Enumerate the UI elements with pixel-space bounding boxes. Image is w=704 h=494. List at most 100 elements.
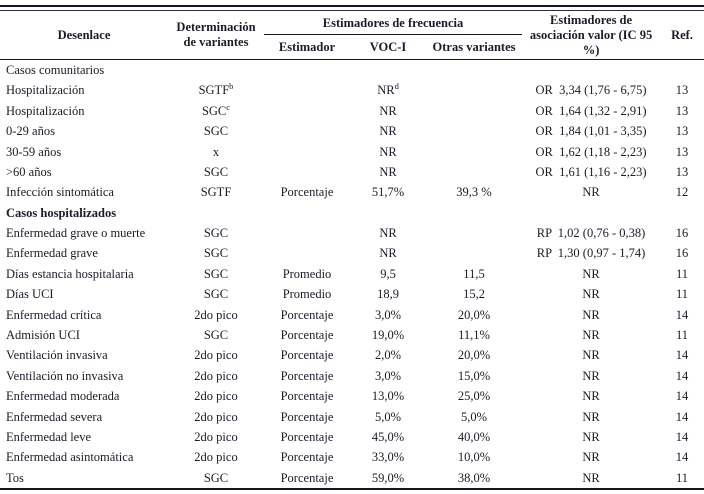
- cell-asociacion: OR 1,62 (1,18 - 2,23): [535, 144, 647, 159]
- cell-asociacion: OR 1,61 (1,16 - 2,23): [535, 164, 647, 179]
- cell-estimador: Promedio: [282, 287, 332, 302]
- cell-otras-variantes: [426, 121, 522, 141]
- cell-ref: 13: [675, 144, 689, 159]
- cell-voc-i: NR: [379, 164, 397, 179]
- cell-estimador: [264, 223, 350, 243]
- cell-estimador: [264, 121, 350, 141]
- cell-estimador: Porcentaje: [280, 450, 334, 465]
- cell-ref: 14: [675, 348, 689, 363]
- section-row: Casos comunitarios: [0, 60, 704, 81]
- cell-voc-i: NRd: [377, 81, 399, 98]
- cell-asociacion: NR: [582, 348, 600, 363]
- cell-asociacion: OR 1,84 (1,01 - 3,35): [535, 124, 647, 139]
- cell-estimador: Porcentaje: [280, 389, 334, 404]
- header-row-2: Estimador VOC-I Otras variantes: [0, 34, 704, 59]
- cell-asociacion: NR: [582, 450, 600, 465]
- cell-otras-variantes: 40,0%: [457, 429, 491, 444]
- cell-desenlace: Hospitalización: [6, 83, 85, 98]
- cell-determinacion: SGC: [203, 164, 229, 179]
- cell-determinacion: SGC: [203, 287, 229, 302]
- cell-ref: 14: [675, 450, 689, 465]
- cell-ref: 13: [675, 164, 689, 179]
- cell-desenlace: Enfermedad moderada: [6, 389, 120, 404]
- table-row: Días UCI SGC Promedio 18,9 15,2 NR 11: [0, 285, 704, 305]
- cell-determinacion: 2do pico: [194, 429, 238, 444]
- cell-determinacion: x: [212, 144, 220, 159]
- cell-desenlace: Enfermedad leve: [6, 429, 92, 444]
- cell-ref: 12: [675, 185, 689, 200]
- cell-ref: 11: [676, 287, 689, 302]
- cell-otras-variantes: [426, 162, 522, 182]
- cell-voc-i: 51,7%: [371, 185, 405, 200]
- cell-ref: 13: [675, 124, 689, 139]
- cell-estimador: Porcentaje: [280, 307, 334, 322]
- cell-estimador: Porcentaje: [280, 368, 334, 383]
- table-row: Hospitalización SGTFb NRd OR 3,34 (1,76 - 6…: [0, 81, 704, 101]
- cell-otras-variantes: [426, 81, 522, 101]
- cell-voc-i: 19,0%: [371, 328, 405, 343]
- cell-voc-i: 2,0%: [374, 348, 402, 363]
- cell-asociacion: NR: [582, 287, 600, 302]
- col-header-determinacion: Determinación de variantes: [176, 20, 256, 50]
- cell-determinacion: 2do pico: [194, 389, 238, 404]
- cell-otras-variantes: [426, 101, 522, 121]
- cell-otras-variantes: 20,0%: [457, 307, 491, 322]
- cell-ref: 14: [675, 307, 689, 322]
- cell-voc-i: NR: [379, 124, 397, 139]
- cell-ref: 14: [675, 368, 689, 383]
- cell-asociacion: NR: [582, 307, 600, 322]
- cell-determinacion: SGC: [203, 266, 229, 281]
- cell-ref: 13: [675, 83, 689, 98]
- section-label: Casos hospitalizados: [6, 205, 117, 220]
- table-header: Desenlace Determinación de variantes Est…: [0, 11, 704, 60]
- table-top-rule: [0, 5, 704, 11]
- cell-ref: 16: [675, 226, 689, 241]
- cell-voc-i: 45,0%: [371, 429, 405, 444]
- table-row: Ventilación invasiva 2do pico Porcentaje 2,…: [0, 346, 704, 366]
- col-header-ref: Ref.: [671, 27, 693, 42]
- cell-otras-variantes: 15,2: [463, 287, 485, 302]
- table-row: Enfermedad leve 2do pico Porcentaje 45,0% 40…: [0, 427, 704, 447]
- cell-determinacion: SGC: [203, 470, 229, 485]
- cell-voc-i: NR: [379, 226, 397, 241]
- col-header-estimador: Estimador: [278, 39, 336, 54]
- cell-estimador: [264, 81, 350, 101]
- table-row: Días estancia hospitalaria SGC Promedio 9,5…: [0, 264, 704, 284]
- cell-voc-i: NR: [379, 144, 397, 159]
- cell-otras-variantes: 11,5: [463, 266, 485, 281]
- cell-desenlace: Enfermedad severa: [6, 409, 103, 424]
- cell-desenlace: 30-59 años: [6, 144, 62, 159]
- cell-determinacion: 2do pico: [194, 450, 238, 465]
- cell-otras-variantes: 5,0%: [460, 409, 488, 424]
- cell-determinacion: 2do pico: [194, 348, 238, 363]
- cell-otras-variantes: [426, 244, 522, 264]
- results-table: Desenlace Determinación de variantes Est…: [0, 11, 704, 491]
- col-group-estimadores-frecuencia: Estimadores de frecuencia: [264, 11, 523, 35]
- cell-ref: 11: [676, 266, 689, 281]
- header-row-1: Desenlace Determinación de variantes Est…: [0, 11, 704, 57]
- cell-asociacion: NR: [582, 409, 600, 424]
- table-row: Enfermedad moderada 2do pico Porcentaje 13,…: [0, 387, 704, 407]
- cell-determinacion: SGTF: [200, 185, 232, 200]
- cell-desenlace: Días estancia hospitalaria: [6, 266, 134, 281]
- cell-ref: 14: [675, 409, 689, 424]
- table-row: Enfermedad grave SGC NR RP 1,30 (0,97 - 1,7…: [0, 244, 704, 264]
- cell-asociacion: OR 1,64 (1,32 - 2,91): [535, 103, 647, 118]
- table-row: 0-29 años SGC NR OR 1,84 (1,01 - 3,35) 13: [0, 121, 704, 141]
- cell-voc-i: 3,0%: [374, 307, 402, 322]
- cell-asociacion: NR: [582, 368, 600, 383]
- cell-voc-i: 13,0%: [371, 389, 405, 404]
- cell-estimador: Porcentaje: [280, 348, 334, 363]
- cell-estimador: Porcentaje: [280, 429, 334, 444]
- table-row: Enfermedad crítica 2do pico Porcentaje 3,0%…: [0, 305, 704, 325]
- cell-desenlace: Enfermedad crítica: [6, 307, 102, 322]
- col-header-otras-variantes: Otras variantes: [432, 39, 516, 54]
- cell-ref: 16: [675, 246, 689, 261]
- cell-determinacion: 2do pico: [194, 368, 238, 383]
- cell-asociacion: NR: [582, 429, 600, 444]
- table-row: Tos SGC Porcentaje 59,0% 38,0% NR 11: [0, 468, 704, 489]
- cell-estimador: [264, 162, 350, 182]
- table-row: Enfermedad severa 2do pico Porcentaje 5,0% 5…: [0, 407, 704, 427]
- cell-ref: 11: [676, 328, 689, 343]
- cell-voc-i: 59,0%: [371, 470, 405, 485]
